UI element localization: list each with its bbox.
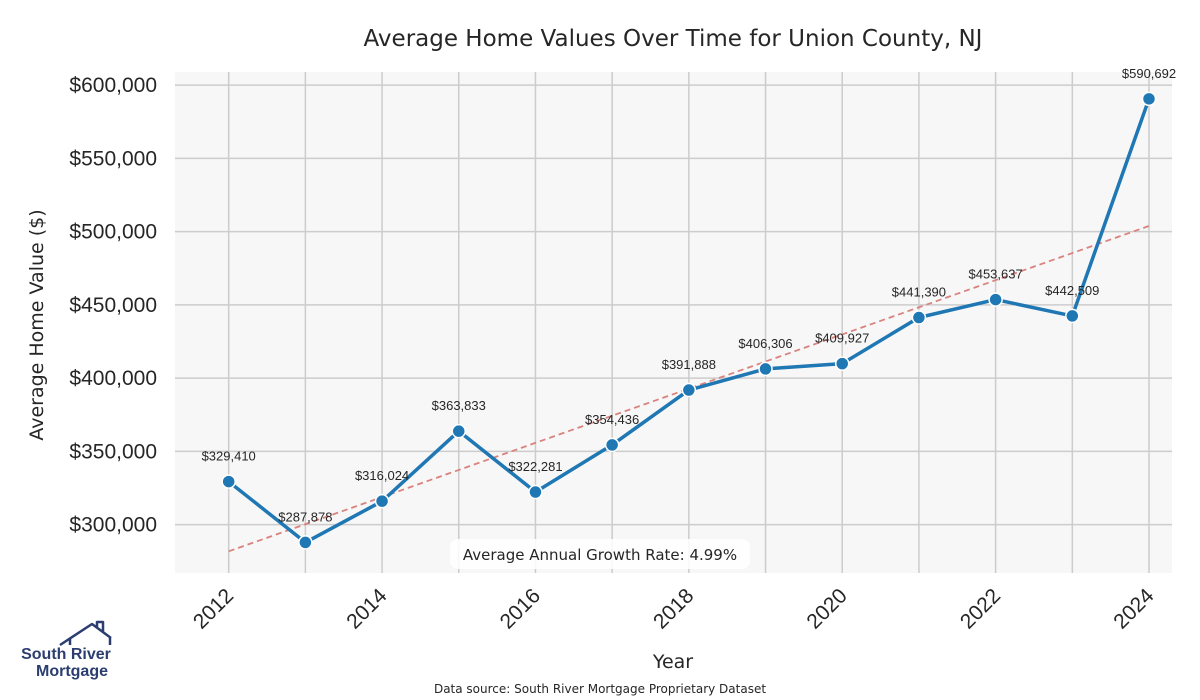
south-river-logo: South River Mortgage [21,620,112,680]
y-tick-label: $450,000 [69,294,157,317]
data-point [528,484,543,500]
y-tick-label: $600,000 [69,74,157,97]
y-tick-labels: $300,000 $350,000 $400,000 $450,000 $500,000… [69,74,157,536]
y-tick-label: $500,000 [69,221,157,244]
data-point [604,437,620,453]
data-label: $453,637 [968,267,1022,282]
data-point [451,423,467,439]
y-tick-label: $300,000 [69,514,157,537]
growth-rate-text: Average Annual Growth Rate: 4.99% [463,546,737,564]
house-roof-icon [59,620,112,647]
house-walls-icon [68,638,112,645]
data-point [834,356,850,371]
data-label: $363,833 [432,398,486,413]
data-label: $442,509 [1045,283,1099,298]
x-tick-label: 2014 [342,584,392,634]
data-label: $322,281 [508,459,562,474]
data-label: $316,024 [355,468,409,483]
x-tick-label: 2016 [496,584,545,633]
data-label: $329,410 [202,449,256,464]
data-label: $354,436 [585,412,639,427]
data-point [988,292,1003,307]
grid-lines [175,72,1172,573]
data-source-note: Data source: South River Mortgage Propri… [434,682,766,696]
x-tick-label: 2024 [1109,584,1159,634]
data-point [681,382,697,398]
data-point [758,361,773,377]
data-point [221,474,236,489]
data-label: $391,888 [662,357,716,372]
x-tick-label: 2020 [802,584,851,633]
data-point [298,535,313,550]
growth-rate-box [450,539,750,569]
x-tick-label: 2012 [189,584,238,633]
chart-title: Average Home Values Over Time for Union … [364,26,983,52]
x-tick-labels: 2012 2014 2016 2018 2020 2022 2024 [189,584,1159,634]
y-tick-label: $400,000 [69,367,157,390]
data-point [374,493,390,509]
data-label: $590,692 [1122,66,1176,81]
y-tick-label: $350,000 [69,440,157,463]
data-label: $409,927 [815,331,869,346]
logo-line2: Mortgage [36,663,108,680]
data-point [1065,308,1080,324]
data-point [911,310,927,325]
x-axis-title: Year [652,651,693,673]
y-axis-title: Average Home Value ($) [26,209,48,440]
data-label: $441,390 [892,285,946,300]
y-tick-label: $550,000 [69,147,157,170]
data-labels: $329,410 $287,878 $316,024 $363,833 $322,281… [202,66,1177,525]
plot-area [175,72,1172,573]
data-label: $406,306 [738,336,792,351]
series-group [221,91,1157,550]
x-tick-label: 2018 [649,584,698,633]
data-label: $287,878 [278,509,332,524]
logo-line1: South River [21,646,111,663]
data-point [1141,91,1157,107]
growth-rate-annotation: Average Annual Growth Rate: 4.99% [450,539,750,569]
x-tick-label: 2022 [956,584,1005,633]
